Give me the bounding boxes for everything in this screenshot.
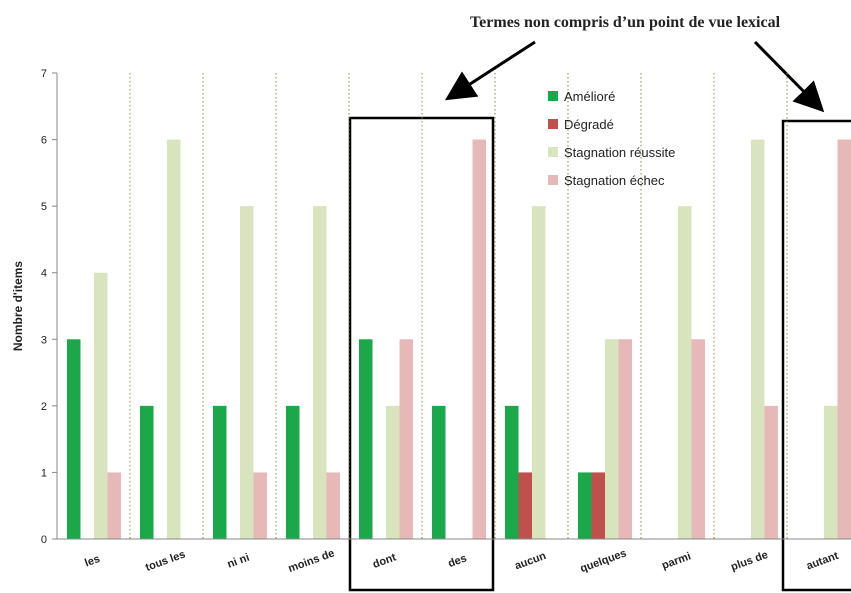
- bar: [824, 405, 838, 539]
- y-axis-label: Nombre d'items: [11, 261, 25, 352]
- bar: [472, 139, 486, 540]
- bar: [286, 405, 300, 539]
- x-tick-label: tous les: [144, 548, 187, 573]
- x-tick-label: parmi: [660, 550, 692, 572]
- x-tick-label: les: [83, 553, 101, 570]
- bar: [605, 339, 619, 539]
- bar: [591, 472, 605, 539]
- arrow: [753, 40, 825, 113]
- bar: [432, 405, 446, 539]
- bar: [578, 472, 592, 539]
- bar: [532, 206, 546, 539]
- bar: [399, 339, 413, 539]
- bar: [386, 405, 400, 539]
- y-tick-label: 5: [41, 201, 47, 213]
- bar: [94, 272, 108, 539]
- x-tick-label: moins de: [287, 547, 336, 575]
- y-tick-label: 6: [41, 135, 47, 147]
- x-tick-label: ni ni: [226, 552, 251, 571]
- x-tick-label: des: [447, 552, 469, 570]
- bar: [107, 472, 121, 539]
- bar: [751, 139, 765, 540]
- x-tick-label: quelques: [579, 547, 628, 575]
- annotation: Termes non compris d’un point de vue lex…: [470, 14, 781, 31]
- y-tick-label: 4: [41, 268, 47, 280]
- bar: [167, 139, 181, 540]
- bar: [140, 405, 154, 539]
- bar: [326, 472, 340, 539]
- bar: [505, 405, 519, 539]
- legend-label: Stagnation échec: [564, 173, 665, 188]
- legend-label: Amélioré: [564, 89, 615, 104]
- legend-swatch: [548, 147, 558, 157]
- x-tick-label: aucun: [513, 550, 548, 572]
- y-tick-label: 7: [41, 68, 47, 80]
- bar: [253, 472, 267, 539]
- highlight-box: [781, 119, 851, 592]
- bar: [213, 405, 227, 539]
- x-tick-label: dont: [371, 551, 398, 571]
- legend-swatch: [548, 119, 558, 129]
- bar: [691, 339, 705, 539]
- arrow: [444, 40, 536, 101]
- bar: [618, 339, 632, 539]
- x-tick-label: plus de: [729, 549, 769, 573]
- bar: [359, 339, 373, 539]
- x-tick-label: autant: [805, 550, 840, 573]
- bar: [240, 206, 254, 539]
- y-tick-label: 2: [41, 401, 47, 413]
- bar: [678, 206, 692, 539]
- bar: [518, 472, 532, 539]
- legend-swatch: [548, 91, 558, 101]
- bar: [764, 405, 778, 539]
- legend-label: Stagnation réussite: [564, 145, 675, 160]
- y-tick-label: 0: [41, 534, 47, 546]
- legend-label: Dégradé: [564, 117, 614, 132]
- y-tick-label: 1: [41, 467, 47, 479]
- y-tick-label: 3: [41, 334, 47, 346]
- bar: [67, 339, 81, 539]
- bar: [837, 139, 851, 540]
- legend-swatch: [548, 175, 558, 185]
- bar: [313, 206, 327, 539]
